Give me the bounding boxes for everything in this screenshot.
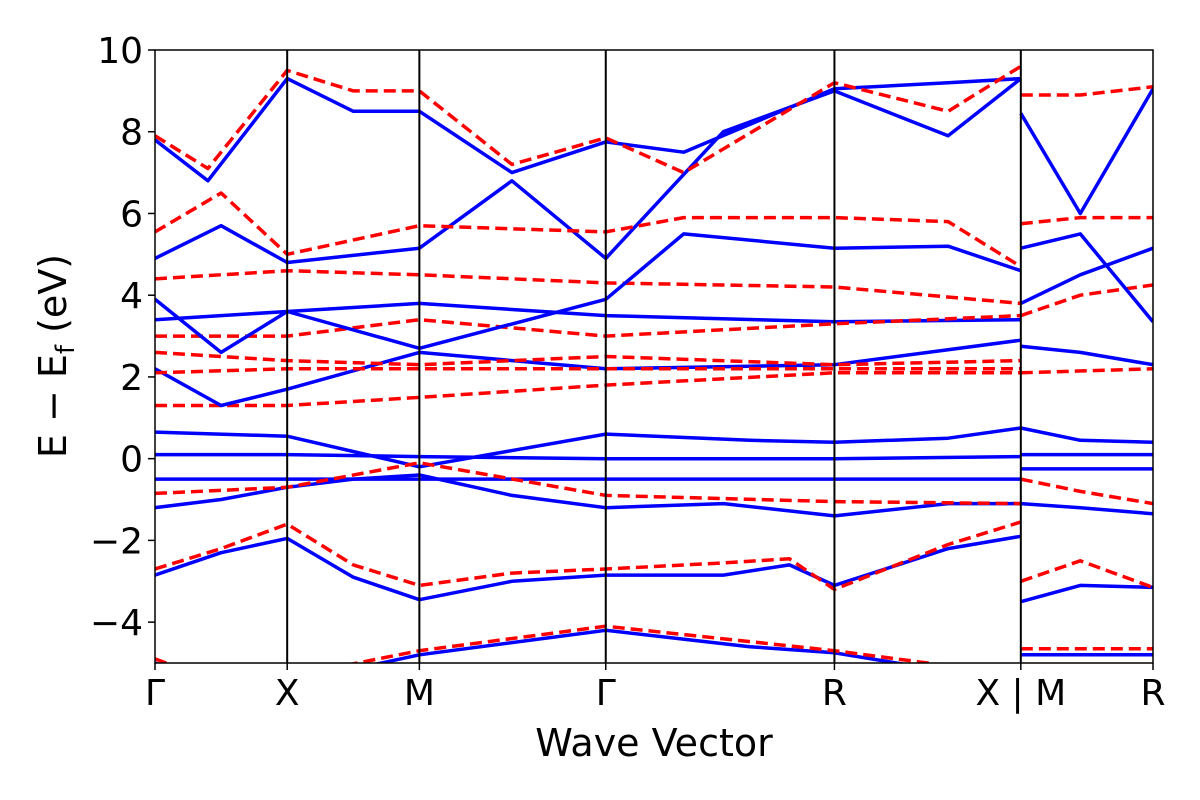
- solid-band-5: [155, 426, 1022, 469]
- solid-band-34: [1019, 87, 1153, 216]
- dashed-band-28: [1020, 367, 1153, 375]
- y-tick-label-3: 4: [120, 276, 143, 317]
- dashed-band-12: [155, 313, 1021, 338]
- solid-band-4: [155, 452, 1021, 461]
- x-tick-label-5: X | M: [975, 673, 1066, 714]
- dashed-band-35: [1020, 85, 1153, 97]
- solid-band-2: [155, 473, 1021, 518]
- dashed-band-9: [155, 367, 1021, 375]
- y-tick-label-5: 0: [120, 440, 143, 481]
- x-axis: Γ X M Γ R X | M R: [145, 663, 1166, 714]
- x-tick-label-3: Γ: [596, 673, 616, 714]
- dashed-band-31: [1020, 283, 1153, 318]
- solid-band-23: [1020, 501, 1153, 516]
- solid-band-32: [1020, 232, 1153, 323]
- dashed-band-7: [155, 371, 1021, 408]
- x-tick-label-2: M: [404, 673, 435, 714]
- dashed-band-33: [1020, 215, 1153, 226]
- y-axis-label-subscript: f: [51, 344, 81, 354]
- y-tick-label-1: 8: [120, 113, 143, 154]
- x-tick-label-0: Γ: [145, 673, 165, 714]
- solid-band-30: [1020, 246, 1153, 305]
- y-axis: 10 8 6 4 2 0 −2 −4: [90, 31, 155, 644]
- dashed-band-13: [155, 268, 1021, 306]
- x-tick-label-1: X: [275, 673, 300, 714]
- solid-band-27: [1020, 426, 1153, 445]
- y-tick-label-4: 2: [120, 358, 143, 399]
- y-axis-label: E − Ef (eV): [31, 254, 81, 458]
- y-tick-label-7: −4: [90, 603, 143, 644]
- y-tick-label-2: 6: [120, 194, 143, 235]
- dashed-band-18: [155, 64, 1022, 175]
- y-axis-label-unit: (eV): [31, 254, 75, 345]
- dashed-band-10: [155, 350, 1021, 367]
- solid-band-19: [155, 628, 908, 663]
- plot-frame: [154, 49, 1154, 664]
- x-tick-label-6: R: [1140, 673, 1165, 714]
- dashed-band-20: [155, 624, 941, 663]
- dashed-band-1: [155, 520, 1022, 592]
- solid-band-15: [155, 77, 1022, 265]
- high-symmetry-lines: [286, 50, 1022, 663]
- dashed-band-22: [1020, 559, 1153, 590]
- solid-band-17: [155, 76, 1021, 183]
- y-tick-label-0: 10: [97, 31, 143, 72]
- y-tick-label-6: −2: [90, 521, 143, 562]
- x-axis-label: Wave Vector: [535, 721, 773, 765]
- solid-band-0: [155, 534, 1022, 602]
- y-axis-label-main: E − E: [31, 354, 75, 458]
- dashed-band-6: [155, 461, 1021, 506]
- x-tick-label-4: R: [822, 673, 847, 714]
- solid-band-21: [1020, 583, 1153, 604]
- dashed-band-24: [1020, 477, 1153, 506]
- solid-band-29: [1020, 344, 1153, 367]
